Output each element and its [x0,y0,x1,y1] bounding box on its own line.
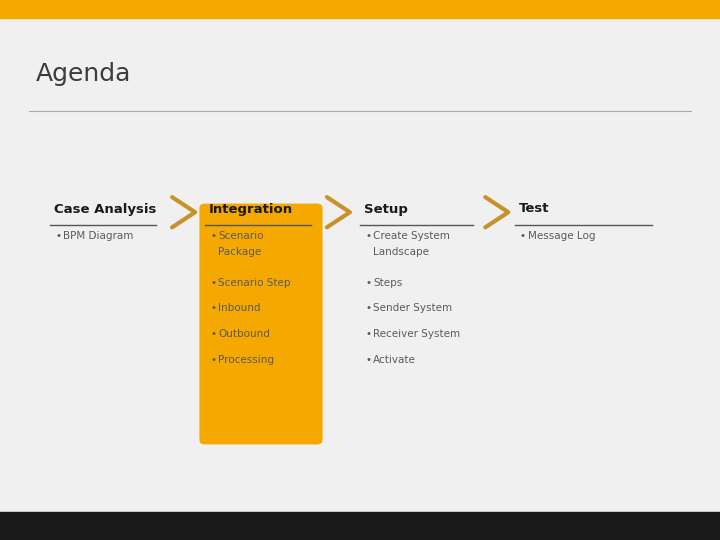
Text: Message Log: Message Log [528,231,595,241]
Text: © 2011 SAP AG. All rights reserved.: © 2011 SAP AG. All rights reserved. [18,521,193,531]
Text: •: • [210,355,216,366]
Text: Package: Package [218,247,261,258]
Text: BPM Diagram: BPM Diagram [63,231,134,241]
Text: Create System: Create System [373,231,450,241]
Text: Activate: Activate [373,355,416,366]
Text: Scenario: Scenario [218,231,264,241]
Text: Receiver System: Receiver System [373,329,460,340]
Text: •: • [365,231,371,241]
Text: •: • [210,303,216,314]
Text: Case Analysis: Case Analysis [54,202,156,215]
Text: •: • [365,303,371,314]
Text: •: • [210,278,216,288]
Bar [0,512,720,540]
Text: Scenario Step: Scenario Step [218,278,291,288]
Text: •: • [210,329,216,340]
Text: •: • [210,231,216,241]
Text: •: • [55,231,61,241]
Text: •: • [365,355,371,366]
Text: 6: 6 [696,521,702,531]
Text: Sender System: Sender System [373,303,452,314]
Text: Setup: Setup [364,202,408,215]
Text: •: • [365,278,371,288]
FancyBboxPatch shape [199,204,323,444]
Text: Agenda: Agenda [36,62,131,86]
Text: Integration: Integration [209,202,293,215]
Text: Inbound: Inbound [218,303,261,314]
Text: Test: Test [518,202,549,215]
Text: Steps: Steps [373,278,402,288]
Text: Landscape: Landscape [373,247,429,258]
Text: •: • [365,329,371,340]
Bar [0,0,720,18]
Text: Outbound: Outbound [218,329,270,340]
Text: Processing: Processing [218,355,274,366]
Text: •: • [520,231,526,241]
